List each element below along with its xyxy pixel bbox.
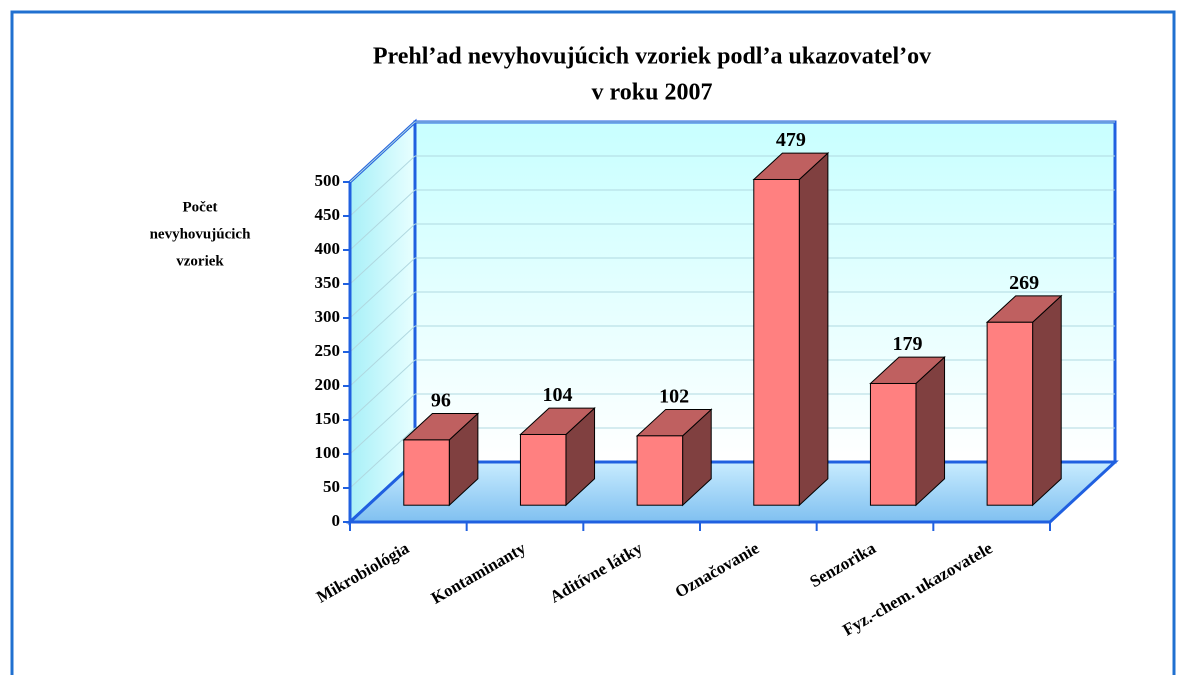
x-tick-label: Aditívne látky xyxy=(547,538,647,606)
chart-title: v roku 2007 xyxy=(592,80,713,106)
bar xyxy=(985,294,1063,507)
x-tick-label: Senzorika xyxy=(806,538,879,591)
bar-front xyxy=(869,382,917,506)
value-label: 102 xyxy=(659,385,689,407)
bar-front xyxy=(519,433,567,506)
grid-line xyxy=(349,223,416,285)
value-label: 96 xyxy=(431,390,451,412)
y-axis-label: Počet xyxy=(183,199,218,215)
grid-line xyxy=(349,393,416,455)
grid-line xyxy=(349,155,416,217)
bar xyxy=(519,406,596,507)
value-label: 179 xyxy=(893,333,923,355)
bar-front xyxy=(636,435,684,506)
bar-front xyxy=(753,178,800,506)
y-tick-label: 100 xyxy=(315,443,341,462)
y-tick-label: 350 xyxy=(315,273,341,292)
grid-line xyxy=(349,291,416,353)
value-label: 269 xyxy=(1009,272,1039,294)
bar xyxy=(752,151,830,507)
y-tick-label: 150 xyxy=(315,409,341,428)
x-tick-label: Kontaminanty xyxy=(428,538,530,608)
y-tick-label: 0 xyxy=(332,511,341,530)
x-tick-label: Označovanie xyxy=(672,538,763,601)
grid-line xyxy=(349,427,416,489)
bar-front xyxy=(986,321,1034,506)
y-tick-label: 200 xyxy=(315,375,341,394)
y-tick-label: 50 xyxy=(323,477,340,496)
chart-title: Prehl’ad nevyhovujúcich vzoriek podl’a u… xyxy=(373,44,931,70)
y-tick-label: 250 xyxy=(315,341,341,360)
y-axis-label: vzoriek xyxy=(176,253,224,269)
bar xyxy=(869,355,946,507)
y-tick-label: 450 xyxy=(315,205,341,224)
y-tick-label: 400 xyxy=(315,239,341,258)
grid-line xyxy=(349,121,416,183)
value-label: 479 xyxy=(776,129,806,151)
bar-side xyxy=(1032,294,1062,507)
y-tick-label: 500 xyxy=(315,171,341,190)
grid-line xyxy=(349,257,416,319)
x-tick-label: Mikrobiológia xyxy=(313,538,413,606)
bar xyxy=(402,412,480,507)
bar xyxy=(635,408,713,507)
y-tick-label: 300 xyxy=(315,307,341,326)
value-label: 104 xyxy=(543,384,573,406)
bar-front xyxy=(403,439,450,506)
y-axis-label: nevyhovujúcich xyxy=(150,226,252,242)
grid-line xyxy=(349,189,416,251)
grid-line xyxy=(349,359,416,421)
frame xyxy=(10,10,1176,675)
grid-line xyxy=(349,325,416,387)
bar-side xyxy=(798,151,829,507)
